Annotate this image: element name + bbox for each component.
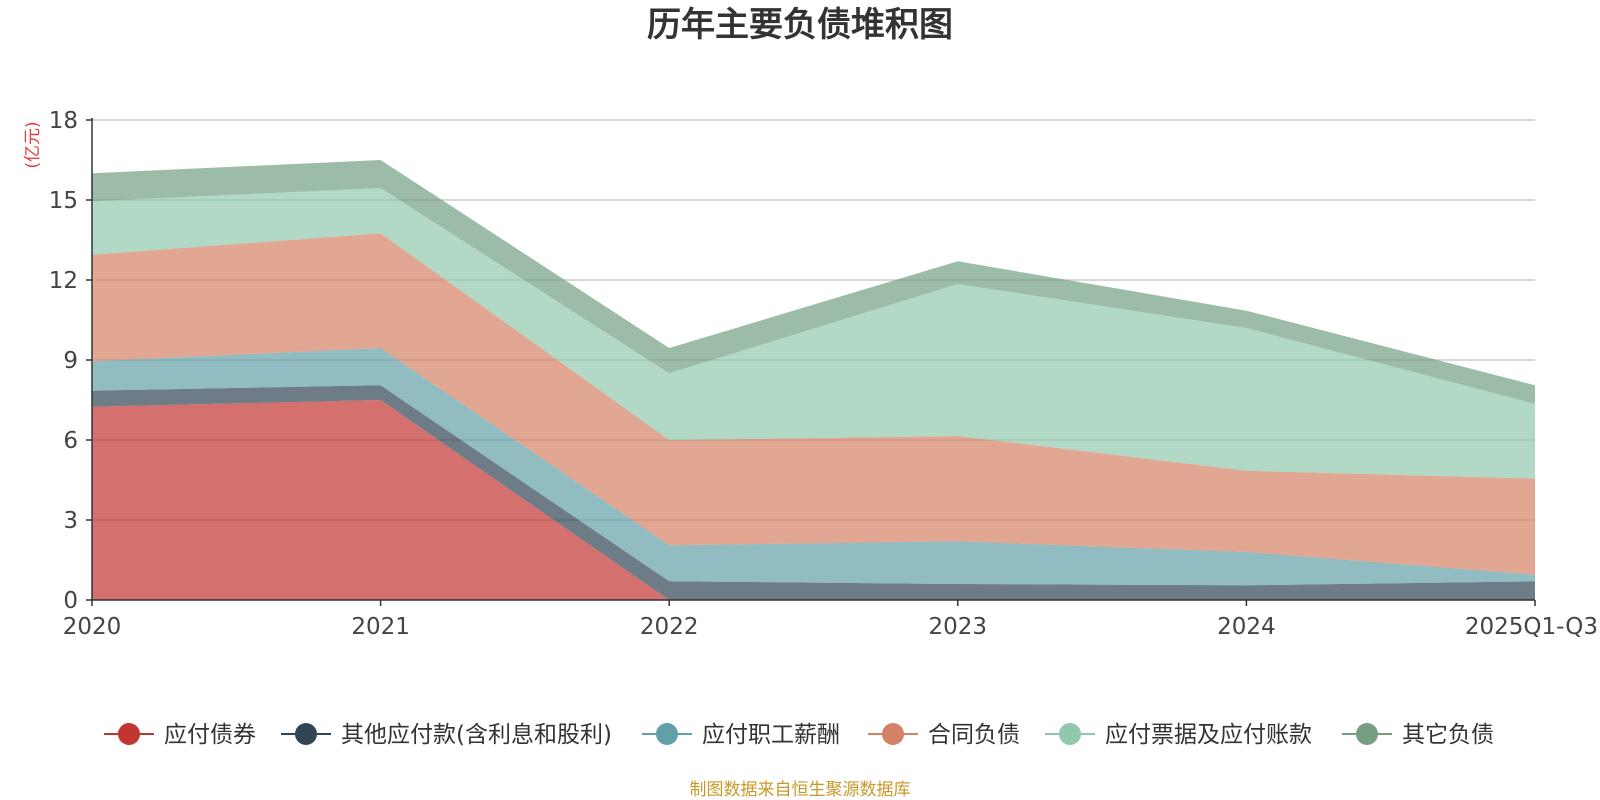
chart-title: 历年主要负债堆积图: [647, 5, 953, 45]
y-tick-label: 6: [63, 428, 78, 454]
area-series-1[interactable]: [92, 400, 1535, 600]
legend-label: 其它负债: [1402, 722, 1494, 748]
x-tick-label: 2021: [351, 614, 410, 640]
data-source-note: 制图数据来自恒生聚源数据库: [690, 780, 911, 800]
y-tick-label: 0: [63, 588, 78, 614]
x-tick-label: 2024: [1217, 614, 1276, 640]
area-series-layer: [92, 160, 1535, 600]
y-tick-label: 12: [49, 268, 78, 294]
area-series-3[interactable]: [92, 348, 1535, 586]
x-tick-label: 2020: [63, 614, 122, 640]
legend-item-5[interactable]: 应付票据及应付账款: [1045, 722, 1312, 748]
legend-swatch-circle: [295, 723, 317, 745]
axes: 0 3 6 9 12 15 18 2020 2021 2022 2023 2024 2025Q1-Q3: [49, 108, 1598, 640]
y-tick-label: 18: [49, 108, 78, 134]
area-series-2[interactable]: [92, 385, 1535, 600]
legend-swatch-circle: [1059, 723, 1081, 745]
y-tick-label: 9: [63, 348, 78, 374]
legend-label: 应付职工薪酬: [702, 722, 840, 748]
legend-item-6[interactable]: 其它负债: [1342, 722, 1494, 748]
legend-swatch-circle: [656, 723, 678, 745]
x-tick-label: 2025Q1-Q3: [1465, 614, 1598, 640]
legend-item-3[interactable]: 应付职工薪酬: [642, 722, 840, 748]
legend-label: 合同负债: [928, 722, 1020, 748]
y-axis-unit: (亿元): [23, 121, 43, 168]
area-series-5[interactable]: [92, 188, 1535, 479]
area-series-4[interactable]: [92, 233, 1535, 575]
y-tick-label: 15: [49, 188, 78, 214]
legend[interactable]: 应付债券 其他应付款(含利息和股利) 应付职工薪酬 合同负债 应付票据及应付账款 其它负债: [104, 722, 1494, 748]
legend-item-1[interactable]: 应付债券: [104, 722, 256, 748]
legend-item-4[interactable]: 合同负债: [868, 722, 1020, 748]
y-tick-label: 3: [63, 508, 78, 534]
legend-swatch-circle: [882, 723, 904, 745]
area-series-6[interactable]: [92, 160, 1535, 404]
legend-swatch-circle: [1356, 723, 1378, 745]
legend-item-2[interactable]: 其他应付款(含利息和股利): [281, 722, 612, 748]
legend-label: 应付债券: [164, 722, 256, 748]
x-tick-label: 2022: [640, 614, 699, 640]
legend-label: 应付票据及应付账款: [1105, 722, 1312, 748]
x-tick-label: 2023: [929, 614, 988, 640]
legend-swatch-circle: [118, 723, 140, 745]
legend-label: 其他应付款(含利息和股利): [341, 722, 612, 748]
